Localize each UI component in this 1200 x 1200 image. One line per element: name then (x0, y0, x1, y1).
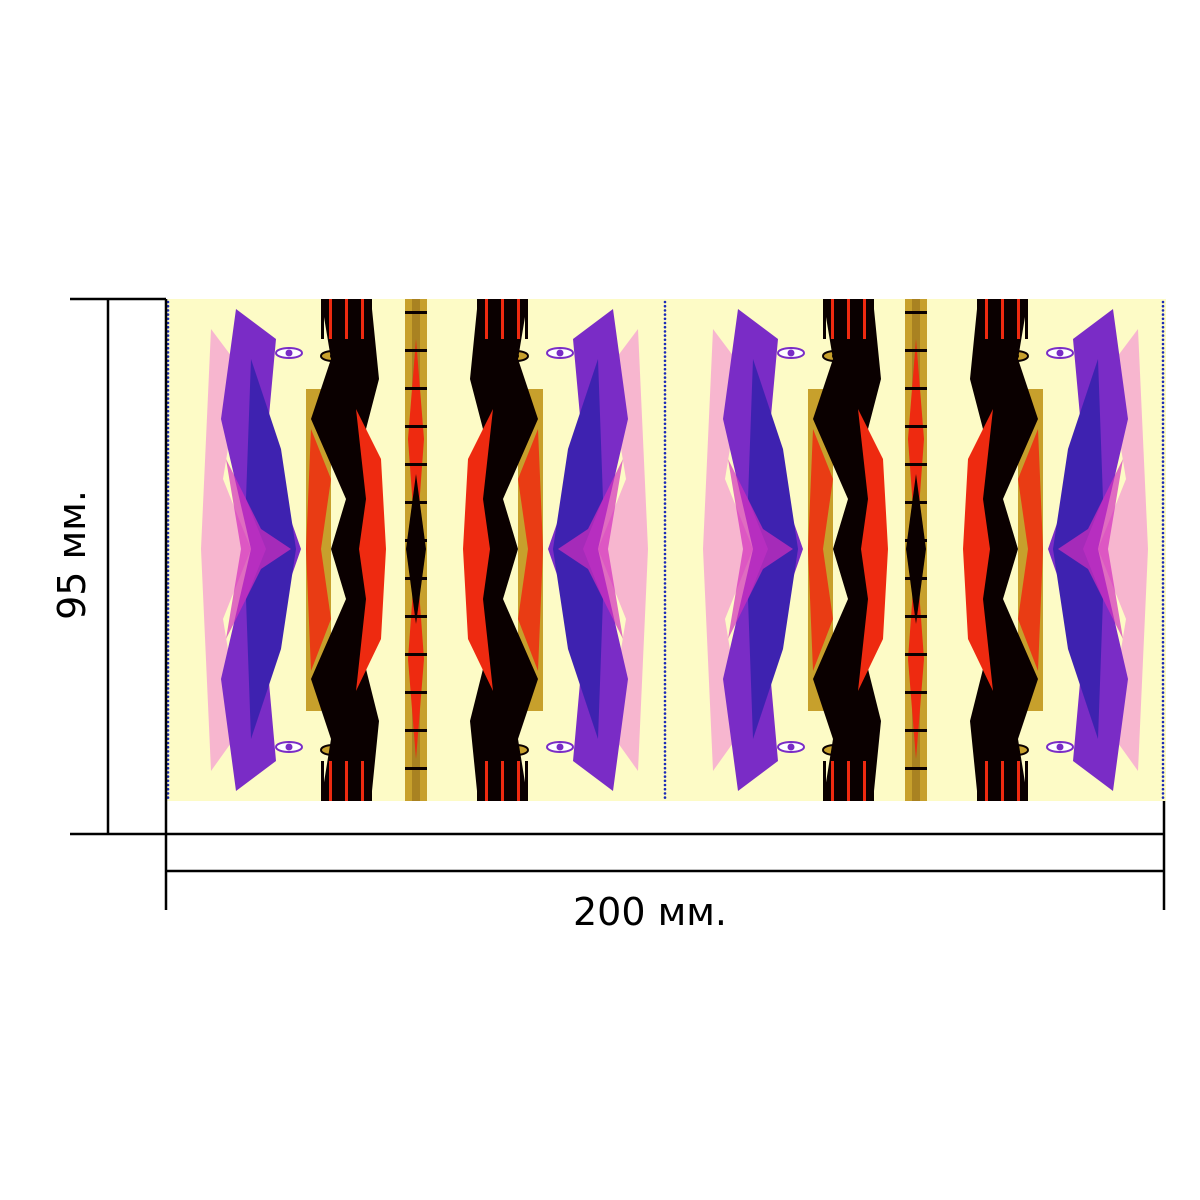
ornate-strip-2 (905, 299, 927, 801)
dotted-border-left (166, 300, 170, 799)
face-motif-3 (703, 299, 888, 801)
dotted-border-right (1161, 300, 1165, 799)
dotted-border-center (663, 300, 667, 799)
width-dimension-label: 200 мм. (572, 890, 728, 934)
face-motif-4 (963, 299, 1148, 801)
face-motif-1 (201, 299, 386, 801)
face-motif-2 (463, 299, 648, 801)
ornate-strip-1 (405, 299, 427, 801)
patterned-print-artwork (166, 299, 1166, 801)
height-dimension-label: 95 мм. (50, 490, 94, 620)
